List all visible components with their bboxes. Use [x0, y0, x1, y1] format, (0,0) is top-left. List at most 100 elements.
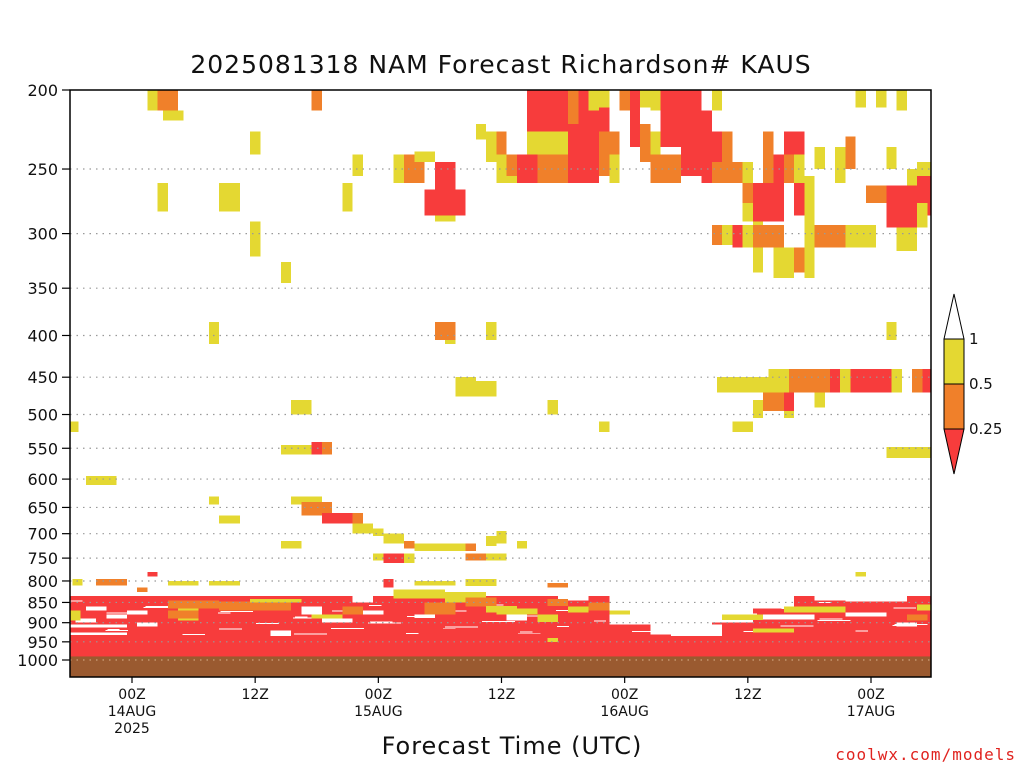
ground-layer [70, 656, 931, 677]
ri-cell [640, 90, 651, 108]
ri-gap [321, 618, 353, 623]
ri-gap [75, 618, 97, 623]
ri-gap [763, 614, 815, 620]
ri-cell [650, 131, 661, 170]
y-tick-label: 1000 [17, 651, 58, 670]
ri-layer [70, 638, 931, 657]
ri-cell [342, 606, 363, 615]
ri-gap [352, 596, 374, 603]
ri-cell [917, 176, 928, 203]
ri-streak [669, 608, 703, 610]
x-tick-label: 12Z [488, 687, 515, 703]
ri-cell [927, 176, 931, 216]
ri-cell [475, 123, 487, 140]
ri-streak [892, 625, 905, 627]
y-tick-label: 300 [27, 225, 58, 244]
ri-cell [424, 602, 456, 615]
ri-cell [516, 154, 538, 183]
ri-cell [804, 233, 815, 278]
ri-cell [547, 638, 558, 642]
ri-cell [660, 90, 682, 148]
ri-cell [527, 131, 548, 155]
ri-cell [855, 572, 866, 577]
ri-cell [321, 512, 353, 524]
ri-cell [783, 606, 846, 613]
ri-streak [369, 604, 382, 606]
ri-cell [486, 536, 497, 547]
ri-streak [706, 602, 740, 604]
ri-cell [906, 614, 928, 621]
y-tick-label: 900 [27, 614, 58, 633]
colorbar-bottom-cap [943, 428, 965, 475]
ri-cell [891, 369, 902, 393]
ri-cell [516, 541, 528, 549]
y-tick-label: 400 [27, 326, 58, 345]
ground-fill [70, 656, 931, 677]
ri-cell [72, 578, 83, 586]
ri-cell [752, 247, 764, 273]
ri-cell [352, 154, 363, 177]
ri-cell [896, 90, 907, 111]
ri-streak [406, 633, 419, 635]
x-tick-label: 00Z [365, 687, 392, 703]
ri-cell [619, 90, 630, 111]
ri-cell [342, 182, 353, 212]
ri-streak [819, 618, 843, 620]
ri-streak [407, 615, 430, 617]
x-tick-label: 14AUG [108, 704, 157, 720]
ri-cell [352, 523, 374, 534]
ri-cell [814, 147, 825, 170]
ri-cell [219, 515, 240, 524]
ri-cell [167, 600, 220, 609]
ri-cell [814, 392, 825, 408]
ri-cell [85, 476, 117, 485]
ri-cell [906, 169, 918, 186]
ri-cell [280, 602, 292, 607]
ri-cell [711, 90, 723, 111]
ri-cell [742, 182, 753, 203]
ri-cell [162, 110, 184, 121]
ri-cell [486, 321, 497, 340]
ri-cell [752, 400, 764, 419]
ri-cell [208, 496, 220, 505]
source-credit[interactable]: coolwx.com/models [835, 745, 1016, 764]
ri-cell [167, 610, 199, 619]
ri-cell [496, 531, 507, 544]
ri-cell [629, 90, 641, 111]
ri-cell [650, 154, 682, 183]
ri-cell [147, 90, 158, 111]
ri-streak [332, 610, 345, 612]
ri-gap [106, 614, 127, 619]
ri-cell [321, 441, 333, 455]
ri-streak [144, 623, 157, 625]
ri-cell [414, 543, 476, 551]
ri-cell [424, 189, 466, 216]
ri-cell [486, 553, 507, 561]
ri-gap [814, 596, 846, 601]
ri-cell [70, 610, 81, 621]
ri-cell [219, 601, 292, 611]
ri-cell [280, 261, 292, 284]
ri-streak [294, 633, 328, 635]
ri-cell [434, 215, 456, 222]
ri-cell [886, 185, 918, 228]
ri-layer [70, 628, 931, 639]
ri-streak [893, 607, 917, 609]
ri-cell [445, 591, 487, 603]
ri-cell [137, 587, 148, 592]
ri-cell [599, 90, 610, 108]
ri-cell [506, 154, 517, 177]
ri-cell [783, 131, 805, 155]
ri-cell [537, 614, 558, 622]
ri-cell [876, 90, 887, 108]
ri-streak [70, 600, 83, 602]
ri-streak [593, 620, 607, 622]
ri-cell [681, 90, 702, 111]
pressure-gridlines [70, 168, 931, 661]
ri-cell [157, 182, 168, 212]
ri-cell [773, 154, 784, 222]
ri-streak [331, 628, 364, 630]
ri-cell [70, 421, 79, 432]
ri-gap [85, 606, 107, 611]
